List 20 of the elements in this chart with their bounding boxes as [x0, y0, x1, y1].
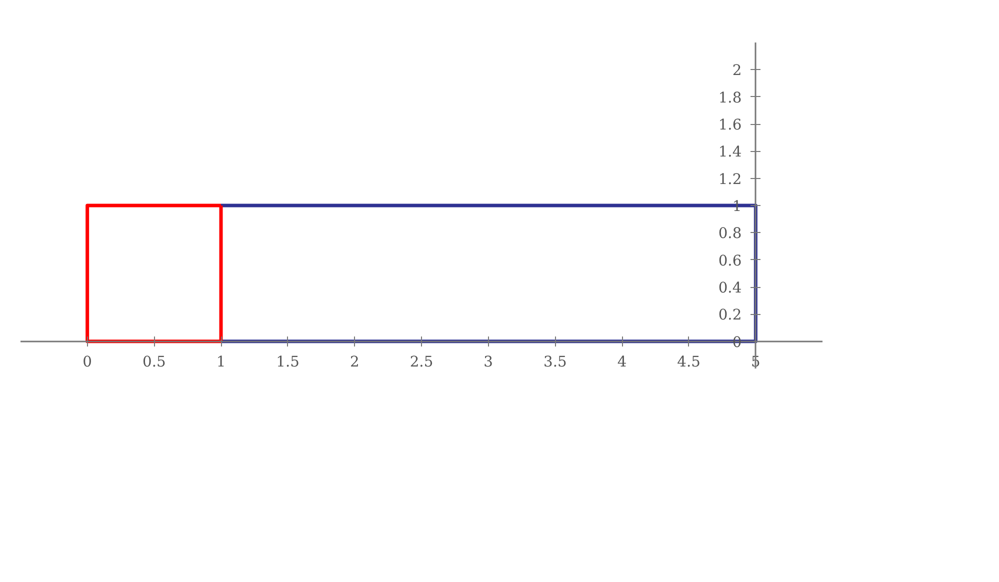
y-tick-label: 1.2 — [718, 170, 742, 188]
x-tick-label: 4.5 — [677, 353, 700, 370]
y-tick-label: 0.2 — [718, 306, 742, 324]
x-tick-label: 2.5 — [410, 353, 434, 370]
y-tick-label: 1 — [732, 198, 742, 215]
x-tick-label: 3 — [484, 353, 493, 370]
y-tick-label: 1.6 — [718, 116, 742, 134]
x-tick-label: 2 — [350, 353, 360, 370]
y-tick-label: 2 — [732, 62, 742, 80]
y-tick-label: 0.4 — [718, 280, 742, 296]
x-tick-label: 0 — [82, 353, 92, 370]
x-tick-label: 3.5 — [544, 353, 567, 370]
y-tick-label: 1.4 — [718, 144, 742, 161]
y-tick-label: 0.8 — [718, 225, 742, 242]
y-tick-label: 1.8 — [718, 89, 742, 106]
y-tick-label: 0.6 — [718, 252, 742, 270]
x-tick-label: 1.5 — [276, 353, 300, 370]
x-tick-label: 4 — [617, 353, 627, 370]
x-tick-label: 0.5 — [142, 353, 166, 370]
x-tick-label: 1 — [216, 353, 226, 370]
